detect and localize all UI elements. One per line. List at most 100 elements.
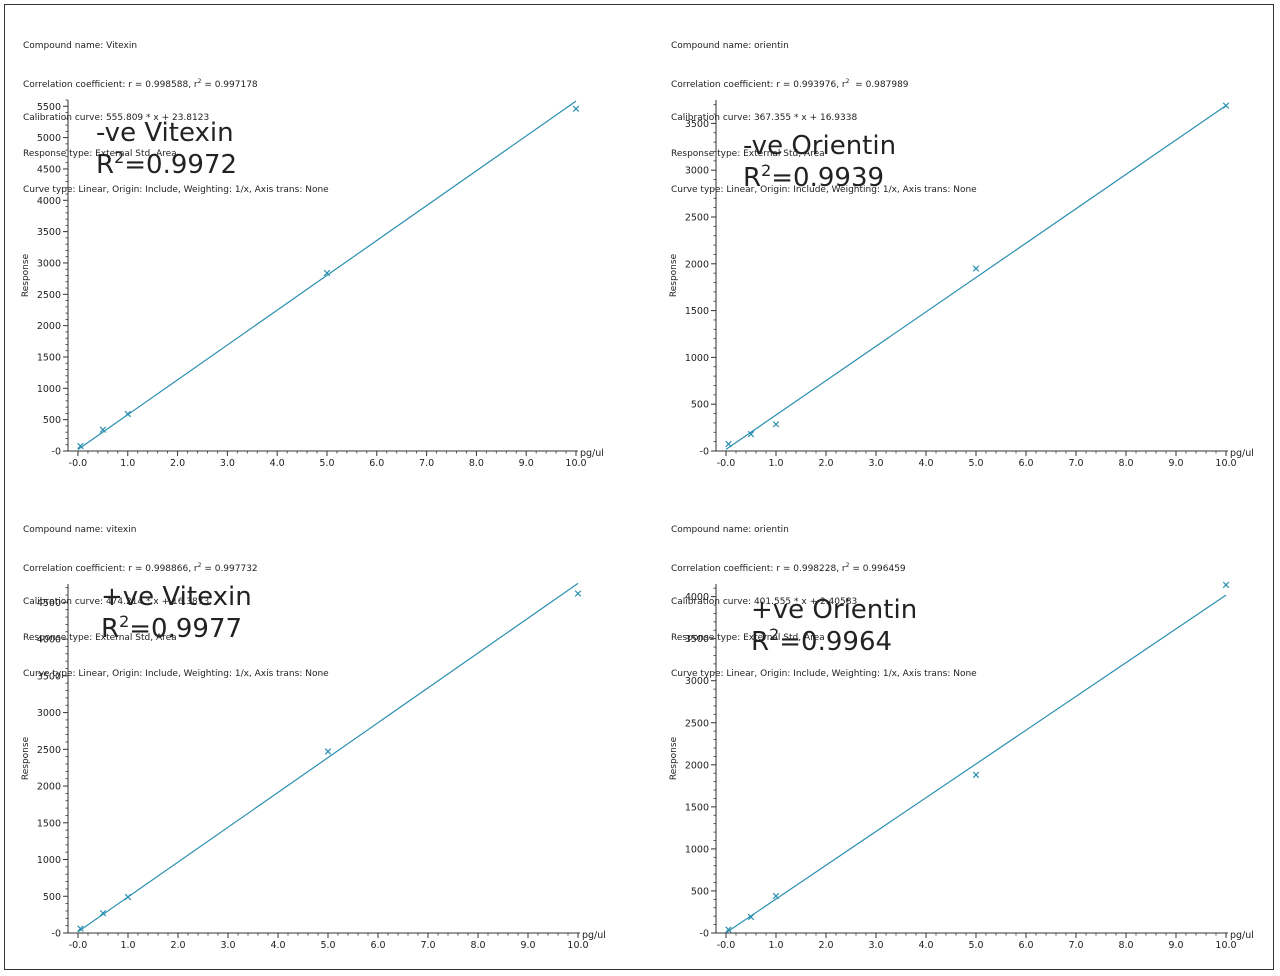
x-tick-label: 5.0 bbox=[968, 940, 983, 951]
data-point-stroke bbox=[77, 925, 84, 932]
x-tick-label: 7.0 bbox=[420, 940, 435, 951]
data-point-stroke bbox=[972, 771, 980, 779]
response-type: Response type: External Std, Area bbox=[671, 633, 825, 643]
calibration-curve: Calibration curve: 367.355 * x + 16.9338 bbox=[671, 113, 858, 123]
x-tick-label: 7.0 bbox=[1068, 458, 1083, 469]
y-tick-label: 1000 bbox=[685, 844, 709, 855]
y-tick-label: 500 bbox=[43, 892, 61, 903]
y-tick-label: -0 bbox=[700, 447, 709, 458]
data-point bbox=[972, 771, 980, 779]
calibration-line bbox=[77, 582, 579, 933]
x-tick-label: 9.0 bbox=[520, 940, 535, 951]
data-point-stroke bbox=[77, 442, 84, 450]
x-tick-label: 4.0 bbox=[918, 458, 933, 469]
calibration-plot: -0 500 1000 1500 2000 2500 3000 3500 4000 4500 -0.… bbox=[21, 582, 606, 951]
y-tick-label: 500 bbox=[43, 415, 61, 426]
x-tick-label: 5.0 bbox=[319, 458, 334, 469]
x-tick-label: -0.0 bbox=[717, 458, 736, 469]
data-point-stroke bbox=[324, 748, 332, 755]
chart-annotation: +ve Vitexin R2=0.9977 bbox=[101, 581, 252, 645]
y-tick-label: -0 bbox=[52, 447, 61, 458]
correlation-coefficient: Correlation coefficient: r = 0.998588, r… bbox=[23, 78, 258, 90]
data-point-stroke bbox=[124, 410, 131, 418]
data-point-stroke bbox=[1222, 102, 1230, 109]
x-tick-label: 4.0 bbox=[918, 940, 933, 951]
y-tick-label: 4500 bbox=[37, 164, 61, 175]
compound-name: Compound name: orientin bbox=[671, 41, 789, 51]
calibration-panel-pos-vitexin: Compound name: vitexin Correlation coeff… bbox=[0, 484, 640, 972]
data-point-stroke bbox=[725, 440, 732, 448]
x-tick-label: 10.0 bbox=[565, 458, 586, 469]
annotation-r2: R2=0.9939 bbox=[743, 161, 885, 194]
y-tick-label: 3500 bbox=[685, 634, 709, 645]
curve-type: Curve type: Linear, Origin: Include, Wei… bbox=[23, 669, 329, 679]
compound-name: Compound name: orientin bbox=[671, 525, 789, 535]
x-tick-label: 1.0 bbox=[120, 458, 135, 469]
x-tick-label: -0.0 bbox=[69, 940, 88, 951]
curve-type: Curve type: Linear, Origin: Include, Wei… bbox=[23, 185, 329, 195]
x-tick-label: -0.0 bbox=[717, 940, 736, 951]
y-tick-label: 2000 bbox=[685, 760, 709, 771]
data-point bbox=[77, 442, 84, 450]
chart-annotation: +ve Orientin R2=0.9964 bbox=[751, 594, 917, 658]
x-tick-label: 9.0 bbox=[1168, 940, 1183, 951]
x-tick-label: 8.0 bbox=[469, 458, 484, 469]
y-tick-label: 5000 bbox=[37, 133, 61, 144]
data-point-stroke bbox=[972, 265, 980, 272]
annotation-title: -ve Vitexin bbox=[96, 118, 234, 148]
data-point-stroke bbox=[99, 909, 107, 917]
x-axis-label: pg/ul bbox=[580, 448, 604, 459]
correlation-coefficient: Correlation coefficient: r = 0.998228, r… bbox=[671, 562, 906, 574]
calibration-line bbox=[725, 105, 1227, 450]
compound-info: Compound name: orientin Correlation coef… bbox=[671, 16, 977, 220]
data-point-stroke bbox=[574, 590, 582, 597]
annotation-r2: R2=0.9964 bbox=[751, 625, 893, 658]
y-tick-label: 500 bbox=[691, 886, 709, 897]
x-tick-label: 10.0 bbox=[1215, 940, 1236, 951]
data-point bbox=[772, 892, 780, 900]
data-point-stroke bbox=[99, 426, 107, 433]
x-tick-label: 1.0 bbox=[768, 940, 783, 951]
data-point-stroke bbox=[1222, 581, 1230, 589]
x-tick-label: 10.0 bbox=[1215, 458, 1236, 469]
x-tick-label: 6.0 bbox=[370, 940, 385, 951]
y-tick-label: 1500 bbox=[685, 306, 709, 317]
y-tick-label: 1500 bbox=[37, 818, 61, 829]
y-tick-label: 3000 bbox=[37, 258, 61, 269]
data-point-stroke bbox=[772, 421, 780, 428]
annotation-title: +ve Orientin bbox=[751, 595, 918, 625]
x-tick-label: 6.0 bbox=[369, 458, 384, 469]
data-point bbox=[972, 265, 980, 272]
x-tick-label: 2.0 bbox=[818, 458, 833, 469]
correlation-coefficient: Correlation coefficient: r = 0.993976, r… bbox=[671, 78, 909, 90]
data-point bbox=[725, 440, 732, 448]
x-tick-label: 2.0 bbox=[170, 940, 185, 951]
y-tick-label: 2000 bbox=[37, 321, 61, 332]
y-tick-label: 4000 bbox=[37, 196, 61, 207]
data-point-stroke bbox=[572, 105, 580, 112]
x-tick-label: 4.0 bbox=[270, 458, 285, 469]
data-point bbox=[574, 590, 582, 597]
calibration-plot: -0 500 1000 1500 2000 2500 3000 3500 -0.0 1.0 2.0 3… bbox=[669, 100, 1254, 469]
correlation-coefficient: Correlation coefficient: r = 0.998866, r… bbox=[23, 562, 258, 574]
x-axis-label: pg/ul bbox=[582, 930, 606, 941]
data-point bbox=[323, 269, 331, 277]
data-point bbox=[747, 430, 755, 438]
x-tick-label: 6.0 bbox=[1018, 458, 1033, 469]
data-point-stroke bbox=[725, 926, 732, 933]
x-tick-label: 3.0 bbox=[868, 458, 883, 469]
response-type: Response type: External Std, Area bbox=[23, 149, 177, 159]
x-tick-label: 4.0 bbox=[270, 940, 285, 951]
x-tick-label: 8.0 bbox=[1118, 940, 1133, 951]
compound-info: Compound name: orientin Correlation coef… bbox=[671, 500, 977, 704]
x-tick-label: 1.0 bbox=[768, 458, 783, 469]
y-axis-label: Response bbox=[669, 253, 679, 297]
calibration-panel-neg-orientin: Compound name: orientin Correlation coef… bbox=[648, 0, 1280, 488]
compound-info: Compound name: Vitexin Correlation coeff… bbox=[23, 16, 329, 220]
y-tick-label: 1000 bbox=[37, 855, 61, 866]
y-tick-label: 1000 bbox=[37, 384, 61, 395]
y-tick-label: 1500 bbox=[685, 802, 709, 813]
page-frame bbox=[4, 4, 1274, 970]
x-tick-label: 1.0 bbox=[120, 940, 135, 951]
x-tick-label: 3.0 bbox=[220, 458, 235, 469]
